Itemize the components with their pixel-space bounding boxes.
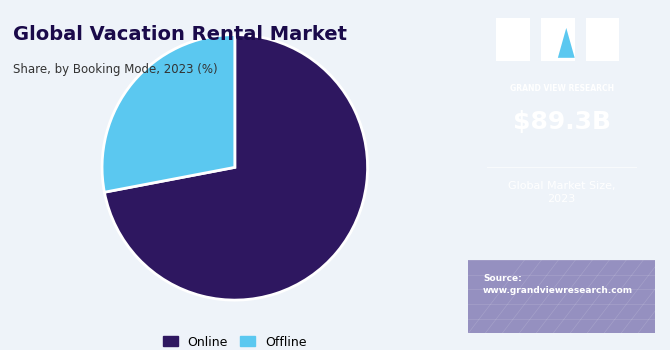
FancyBboxPatch shape — [586, 18, 620, 61]
Polygon shape — [558, 28, 575, 58]
Wedge shape — [102, 35, 234, 192]
Text: Global Market Size,
2023: Global Market Size, 2023 — [508, 181, 615, 204]
FancyBboxPatch shape — [468, 260, 655, 333]
Text: GRAND VIEW RESEARCH: GRAND VIEW RESEARCH — [510, 84, 614, 93]
Legend: Online, Offline: Online, Offline — [157, 331, 312, 350]
FancyBboxPatch shape — [541, 18, 575, 61]
Text: Global Vacation Rental Market: Global Vacation Rental Market — [13, 25, 348, 43]
Text: $89.3B: $89.3B — [513, 110, 610, 134]
Text: Source:
www.grandviewresearch.com: Source: www.grandviewresearch.com — [483, 274, 633, 295]
FancyBboxPatch shape — [496, 18, 530, 61]
Wedge shape — [105, 35, 368, 300]
Text: Share, by Booking Mode, 2023 (%): Share, by Booking Mode, 2023 (%) — [13, 63, 218, 76]
